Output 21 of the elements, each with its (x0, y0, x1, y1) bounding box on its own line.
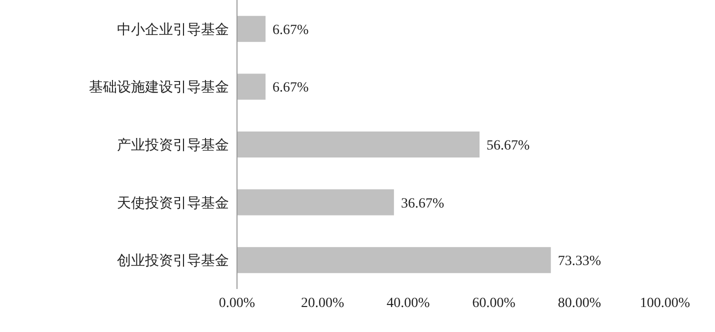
bar (237, 247, 551, 274)
y-tick-label: 产业投资引导基金 (117, 138, 229, 154)
y-tick-label: 基础设施建设引导基金 (89, 80, 229, 96)
data-label: 73.33% (558, 254, 602, 270)
bar (237, 131, 480, 158)
bar (237, 189, 394, 216)
data-label: 56.67% (486, 138, 530, 154)
x-tick-label: 60.00% (472, 296, 516, 311)
data-label: 6.67% (272, 22, 310, 38)
x-tick-label: 100.00% (640, 296, 690, 311)
bar (237, 16, 266, 42)
x-tick-label: 40.00% (386, 296, 430, 311)
data-label: 36.67% (400, 196, 444, 212)
bar (237, 74, 266, 100)
data-label: 6.67% (272, 80, 310, 96)
y-tick-label: 创业投资引导基金 (117, 253, 229, 270)
x-tick-label: 80.00% (558, 296, 602, 311)
y-tick-label: 中小企业引导基金 (117, 22, 229, 38)
y-tick-label: 天使投资引导基金 (117, 195, 229, 212)
x-tick-label: 20.00% (301, 296, 345, 311)
x-tick-label: 0.00% (218, 296, 256, 311)
